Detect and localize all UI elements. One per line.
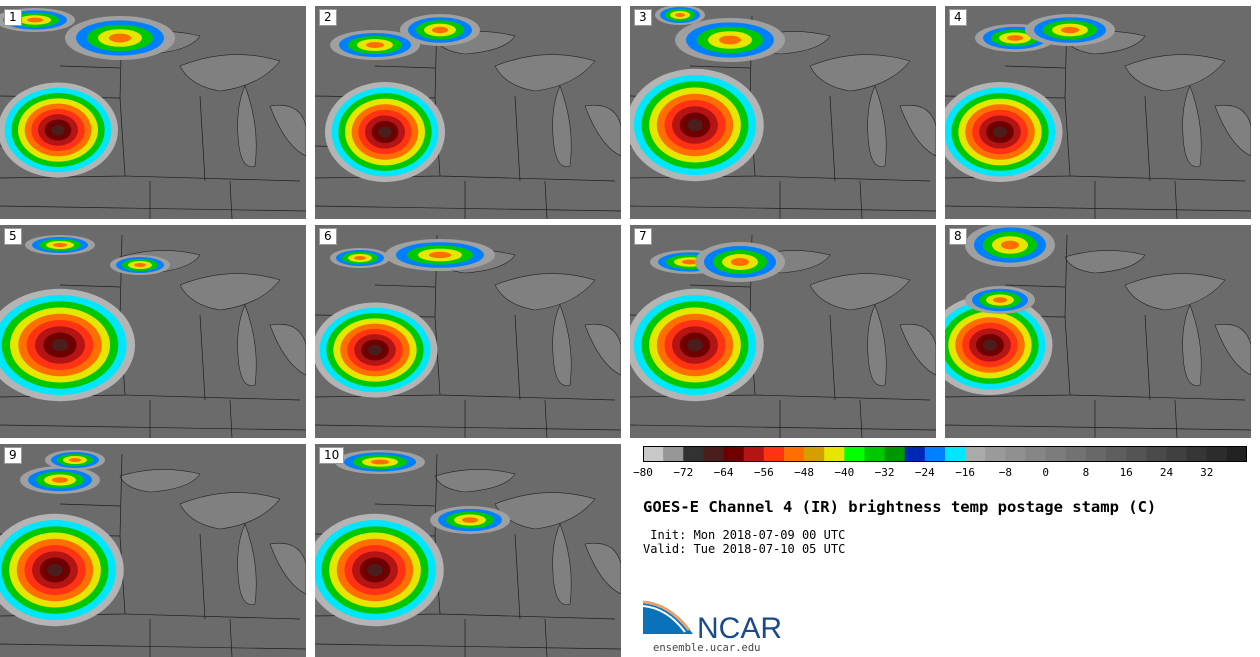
colorbar-swatch (904, 446, 926, 462)
colorbar-swatch (643, 446, 664, 462)
colorbar-tick-label: −64 (713, 466, 734, 479)
colorbar-swatch (1085, 446, 1107, 462)
satellite-map (315, 6, 621, 219)
satellite-map (630, 6, 936, 219)
colorbar-ticks: −80 −72 −64 −56 −48 −40 −32 −24 −16 −8 0 8 16 24 32 (633, 462, 1247, 482)
colorbar-swatch (1186, 446, 1208, 462)
panel-number: 1 (4, 9, 22, 26)
colorbar-swatch (1126, 446, 1147, 462)
colorbar-tick-label: −48 (794, 466, 814, 479)
satellite-map (315, 225, 621, 438)
colorbar-tick-label: 24 (1159, 466, 1174, 479)
figure-title: GOES-E Channel 4 (IR) brightness temp po… (643, 498, 1157, 516)
colorbar-tick-label: 16 (1119, 466, 1133, 479)
colorbar-swatch (723, 446, 745, 462)
colorbar-tick-label: −8 (998, 466, 1013, 479)
satellite-map (945, 225, 1251, 438)
colorbar-tick-label: −32 (874, 466, 895, 479)
colorbar-tick-label: −24 (914, 466, 935, 479)
panel-5: 5 (0, 225, 306, 438)
panel-10: 10 (315, 444, 621, 657)
panel-7: 7 (630, 225, 936, 438)
colorbar-tick-label: 0 (1042, 466, 1049, 479)
colorbar-swatch (985, 446, 1006, 462)
colorbar-swatch (864, 446, 886, 462)
colorbar-swatch (945, 446, 966, 462)
panel-number: 4 (949, 9, 967, 26)
website-url: ensemble.ucar.edu (653, 642, 761, 654)
colorbar-tick-label: −80 (633, 466, 653, 479)
panel-9: 9 (0, 444, 306, 657)
valid-time: Valid: Tue 2018-07-10 05 UTC (643, 542, 846, 556)
colorbar-swatch (743, 446, 765, 462)
colorbar-swatch (1025, 446, 1047, 462)
panel-number: 2 (319, 9, 337, 26)
panel-2: 2 (315, 6, 621, 219)
panel-4: 4 (945, 6, 1251, 219)
colorbar-tick-label: −56 (753, 466, 774, 479)
colorbar-tick-label: −72 (673, 466, 694, 479)
colorbar-swatch (663, 446, 684, 462)
satellite-map (0, 6, 306, 219)
panel-1: 1 (0, 6, 306, 219)
panel-number: 5 (4, 228, 22, 245)
colorbar-swatch (824, 446, 845, 462)
colorbar-swatch (1166, 446, 1188, 462)
colorbar-tick-label: 8 (1082, 466, 1090, 479)
panel-8: 8 (945, 225, 1251, 438)
colorbar-swatch (703, 446, 725, 462)
colorbar-swatch (884, 446, 906, 462)
panel-number: 9 (4, 447, 22, 464)
colorbar-swatch (1226, 446, 1247, 462)
panel-3: 3 (630, 6, 936, 219)
colorbar-swatch (1146, 446, 1167, 462)
init-time: Init: Mon 2018-07-09 00 UTC (643, 528, 846, 542)
panel-6: 6 (315, 225, 621, 438)
colorbar-swatch (683, 446, 704, 462)
colorbar-tick-label: −16 (955, 466, 976, 479)
satellite-map (0, 225, 306, 438)
satellite-map (630, 225, 936, 438)
colorbar-tick-label: 32 (1200, 466, 1214, 479)
colorbar-swatch (783, 446, 805, 462)
satellite-map (315, 444, 621, 657)
panel-number: 6 (319, 228, 337, 245)
colorbar-tick-label: −40 (834, 466, 855, 479)
colorbar-swatch (763, 446, 785, 462)
colorbar-swatch (1065, 446, 1087, 462)
logo-wordmark: NCAR (697, 612, 782, 644)
colorbar-swatch (844, 446, 865, 462)
panel-number: 10 (319, 447, 345, 464)
colorbar (643, 446, 1247, 462)
panel-number: 3 (634, 9, 652, 26)
colorbar-swatch (1045, 446, 1067, 462)
colorbar-swatch (1005, 446, 1027, 462)
panel-number: 8 (949, 228, 967, 245)
satellite-map (945, 6, 1251, 219)
colorbar-swatch (965, 446, 986, 462)
colorbar-swatch (804, 446, 825, 462)
ncar-logo: NCAR (643, 600, 782, 644)
satellite-map (0, 444, 306, 657)
colorbar-swatch (1106, 446, 1127, 462)
colorbar-swatch (924, 446, 946, 462)
panel-number: 7 (634, 228, 652, 245)
colorbar-swatch (1206, 446, 1228, 462)
